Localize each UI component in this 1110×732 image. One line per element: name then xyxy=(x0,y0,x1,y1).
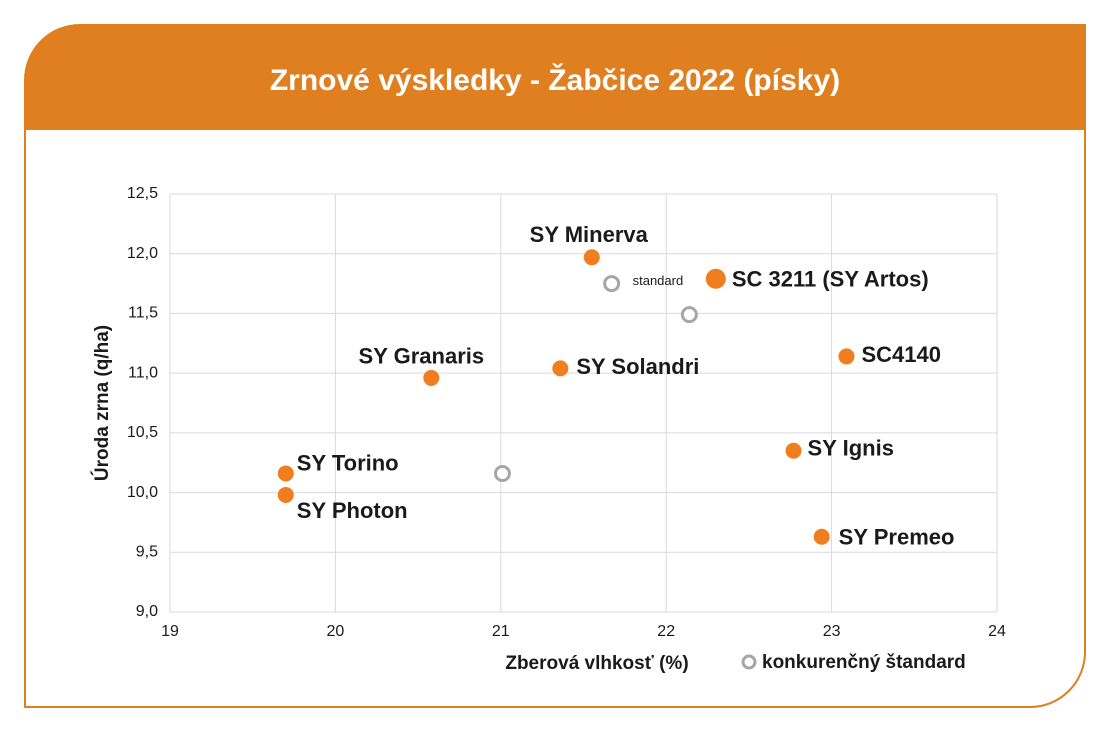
legend-label: konkurenčný štandard xyxy=(762,652,966,673)
point-label: SC4140 xyxy=(861,342,941,367)
variety-point xyxy=(583,249,600,266)
variety-point xyxy=(552,360,569,377)
standard-point xyxy=(493,464,511,482)
x-axis-label: Zberová vlhkosť (%) xyxy=(505,653,688,674)
standard-point xyxy=(680,306,698,324)
y-tick-label: 9,5 xyxy=(136,544,158,561)
y-axis-label: Úroda zrna (q/ha) xyxy=(91,325,113,481)
point-label: SY Photon xyxy=(297,498,408,523)
y-tick-label: 9,0 xyxy=(136,603,158,620)
x-tick-label: 23 xyxy=(823,623,841,640)
x-tick-label: 19 xyxy=(161,623,179,640)
variety-point xyxy=(277,465,294,482)
y-tick-label: 11,5 xyxy=(128,305,158,322)
point-label: SY Solandri xyxy=(576,354,699,379)
x-tick-label: 21 xyxy=(492,623,510,640)
legend-marker xyxy=(741,654,757,670)
y-tick-label: 12,5 xyxy=(127,185,158,202)
point-label: SY Minerva xyxy=(530,222,649,247)
y-tick-label: 11,0 xyxy=(128,364,158,381)
point-label: SY Granaris xyxy=(359,344,485,369)
point-label: SC 3211 (SY Artos) xyxy=(732,267,929,292)
x-tick-label: 22 xyxy=(657,623,675,640)
variety-point xyxy=(705,268,726,289)
point-label: SY Torino xyxy=(297,450,399,475)
chart-title: Zrnové výskledky - Žabčice 2022 (písky) xyxy=(270,63,840,97)
x-tick-label: 24 xyxy=(988,623,1006,640)
header-band xyxy=(25,25,1085,130)
variety-point xyxy=(813,528,830,545)
y-tick-label: 10,5 xyxy=(127,424,158,441)
y-tick-label: 12,0 xyxy=(127,245,158,262)
variety-point xyxy=(785,442,802,459)
point-label: SY Ignis xyxy=(808,436,894,461)
variety-point xyxy=(838,348,855,365)
point-label: standard xyxy=(633,273,684,288)
y-tick-label: 10,0 xyxy=(127,484,158,501)
x-tick-label: 20 xyxy=(327,623,345,640)
variety-point xyxy=(277,486,294,503)
standard-point xyxy=(603,275,621,293)
variety-point xyxy=(423,369,440,386)
point-label: SY Premeo xyxy=(839,525,955,550)
